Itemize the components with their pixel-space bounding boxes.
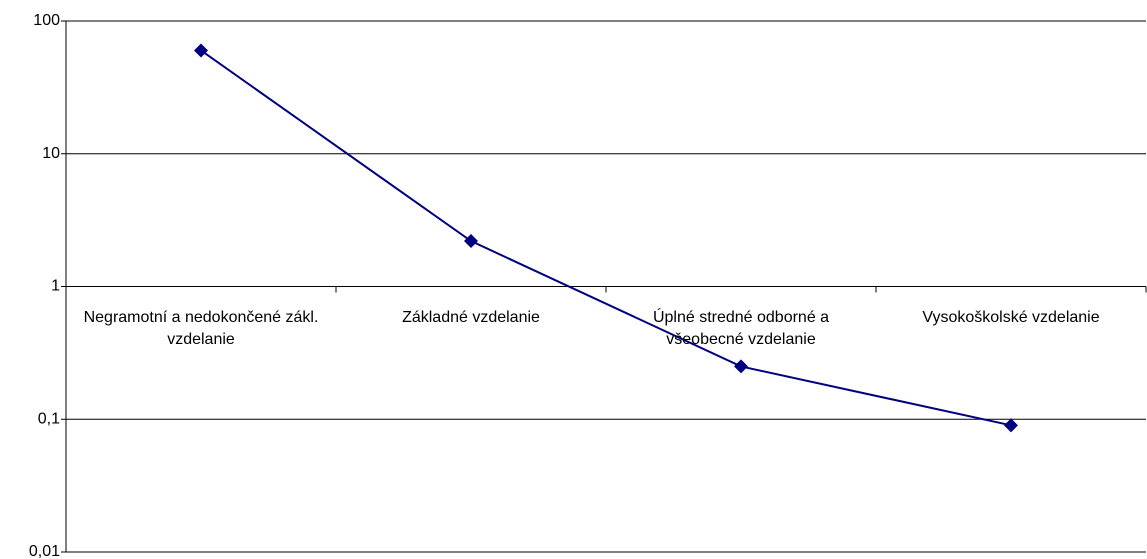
y-tick-label: 100 (33, 12, 60, 29)
marker (194, 43, 208, 58)
y-tick-label: 10 (42, 145, 60, 162)
marker (1004, 418, 1018, 433)
y-tick-label: 1 (51, 278, 60, 295)
line (200, 49, 1012, 427)
y-tick-label: 0,01 (29, 543, 60, 559)
marker (464, 234, 478, 249)
x-tick-label: Základné vzdelanie (402, 308, 540, 326)
y-tick-label: 0,1 (38, 410, 60, 427)
x-tick-label: Vysokoškolské vzdelanie (922, 308, 1100, 326)
x-tick-label: Negramotní a nedokončené zákl. vzdelanie (83, 308, 319, 348)
marker (734, 359, 748, 374)
x-tick-label: Úplné stredné odborné a všeobecné vzdela… (652, 308, 830, 348)
